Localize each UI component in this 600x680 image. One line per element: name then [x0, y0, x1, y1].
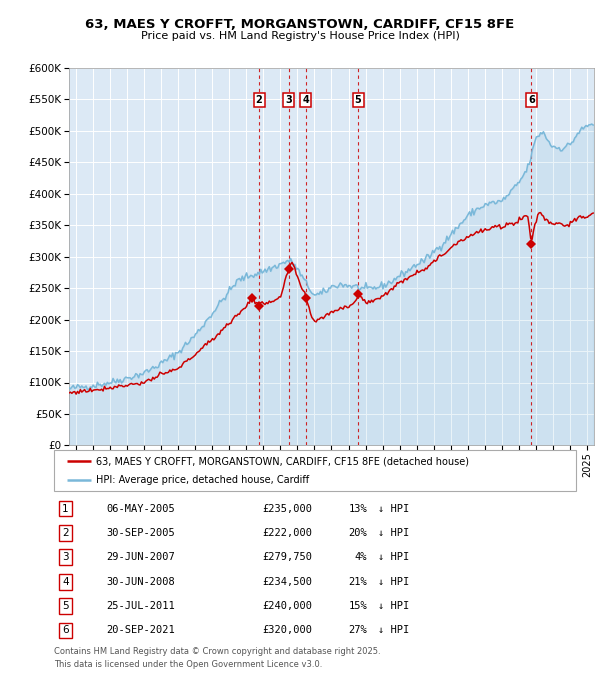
Text: 20%: 20% [349, 528, 367, 538]
Text: 21%: 21% [349, 577, 367, 587]
Text: 5: 5 [62, 601, 69, 611]
Text: Price paid vs. HM Land Registry's House Price Index (HPI): Price paid vs. HM Land Registry's House … [140, 31, 460, 41]
Text: 27%: 27% [349, 626, 367, 635]
Text: 63, MAES Y CROFFT, MORGANSTOWN, CARDIFF, CF15 8FE (detached house): 63, MAES Y CROFFT, MORGANSTOWN, CARDIFF,… [96, 456, 469, 466]
Text: 13%: 13% [349, 504, 367, 513]
Text: £320,000: £320,000 [263, 626, 313, 635]
Text: £234,500: £234,500 [263, 577, 313, 587]
Text: 2: 2 [62, 528, 69, 538]
Text: 4: 4 [302, 95, 310, 105]
Text: 20-SEP-2021: 20-SEP-2021 [106, 626, 175, 635]
Text: ↓ HPI: ↓ HPI [377, 552, 409, 562]
Text: ↓ HPI: ↓ HPI [377, 626, 409, 635]
Text: ↓ HPI: ↓ HPI [377, 601, 409, 611]
Text: ↓ HPI: ↓ HPI [377, 528, 409, 538]
Text: 29-JUN-2007: 29-JUN-2007 [106, 552, 175, 562]
Text: Contains HM Land Registry data © Crown copyright and database right 2025.: Contains HM Land Registry data © Crown c… [54, 647, 380, 656]
Text: 4%: 4% [355, 552, 367, 562]
Text: ↓ HPI: ↓ HPI [377, 577, 409, 587]
Text: 1: 1 [62, 504, 69, 513]
Text: 15%: 15% [349, 601, 367, 611]
Text: This data is licensed under the Open Government Licence v3.0.: This data is licensed under the Open Gov… [54, 660, 322, 668]
Text: 30-JUN-2008: 30-JUN-2008 [106, 577, 175, 587]
Text: 5: 5 [355, 95, 361, 105]
Text: 63, MAES Y CROFFT, MORGANSTOWN, CARDIFF, CF15 8FE: 63, MAES Y CROFFT, MORGANSTOWN, CARDIFF,… [85, 18, 515, 31]
Text: 3: 3 [62, 552, 69, 562]
FancyBboxPatch shape [54, 450, 576, 491]
Text: 25-JUL-2011: 25-JUL-2011 [106, 601, 175, 611]
Text: 06-MAY-2005: 06-MAY-2005 [106, 504, 175, 513]
Text: 6: 6 [528, 95, 535, 105]
Text: 4: 4 [62, 577, 69, 587]
Text: £279,750: £279,750 [263, 552, 313, 562]
Text: HPI: Average price, detached house, Cardiff: HPI: Average price, detached house, Card… [96, 475, 309, 485]
Text: 3: 3 [286, 95, 292, 105]
Text: 6: 6 [62, 626, 69, 635]
Text: 2: 2 [256, 95, 262, 105]
Text: 30-SEP-2005: 30-SEP-2005 [106, 528, 175, 538]
Text: £222,000: £222,000 [263, 528, 313, 538]
Text: £235,000: £235,000 [263, 504, 313, 513]
Text: ↓ HPI: ↓ HPI [377, 504, 409, 513]
Text: £240,000: £240,000 [263, 601, 313, 611]
